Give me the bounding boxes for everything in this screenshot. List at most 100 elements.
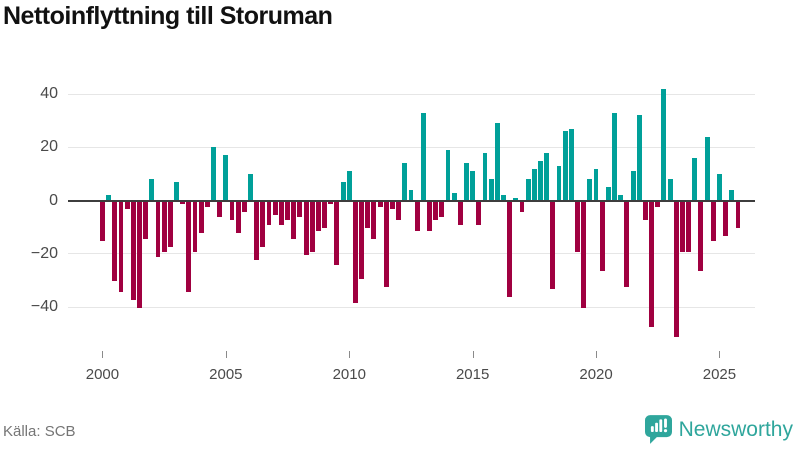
bar-2007Q1	[272, 201, 278, 215]
bar-2011Q1	[371, 201, 377, 239]
bar-2022Q1	[642, 201, 648, 221]
bar-2020Q3	[605, 187, 611, 201]
bar-2024Q1	[692, 157, 698, 201]
y-axis-tick-label: 0	[49, 191, 58, 209]
bar-2012Q1	[396, 201, 402, 221]
bar-2014Q3	[457, 201, 463, 226]
bar-2006Q4	[266, 201, 272, 226]
bar-2007Q2	[278, 201, 284, 226]
bar-2008Q1	[297, 201, 303, 218]
bar-2001Q3	[137, 201, 142, 308]
bar-2006Q3	[260, 201, 266, 247]
bar-2025Q4	[735, 201, 741, 229]
y-axis-tick-label: 20	[40, 138, 58, 156]
bar-2008Q4	[315, 201, 321, 231]
bar-2019Q2	[575, 201, 580, 253]
bar-2004Q2	[204, 201, 210, 207]
bar-2020Q4	[612, 112, 617, 201]
bar-2003Q4	[192, 201, 198, 253]
bar-2017Q1	[519, 201, 525, 213]
gridline	[68, 253, 755, 255]
bar-2010Q2	[352, 201, 358, 303]
y-axis-tick-label: 40	[40, 85, 58, 102]
x-axis-tick	[472, 351, 474, 358]
bar-2008Q3	[309, 201, 315, 253]
bar-2015Q4	[488, 179, 494, 201]
bar-2021Q3	[630, 171, 636, 201]
bar-2004Q1	[198, 201, 204, 234]
bar-2017Q4	[538, 160, 543, 201]
bar-2023Q4	[686, 201, 692, 253]
bar-2016Q2	[501, 195, 506, 201]
bar-2010Q4	[365, 201, 371, 229]
bar-2019Q4	[587, 179, 593, 201]
bar-2009Q1	[322, 201, 327, 229]
bar-2005Q3	[235, 201, 241, 234]
gridline	[68, 306, 755, 308]
bar-2017Q2	[525, 179, 531, 201]
bar-2000Q1	[100, 201, 105, 242]
y-axis-tick-label: −20	[30, 244, 58, 262]
bar-2002Q1	[149, 179, 155, 201]
bar-2003Q2	[180, 201, 186, 205]
bar-2024Q2	[698, 201, 704, 271]
bar-2013Q1	[420, 112, 426, 201]
bar-2019Q1	[568, 128, 574, 201]
bar-2000Q4	[118, 201, 124, 293]
x-axis-tick-label: 2020	[579, 366, 613, 383]
bar-2021Q1	[618, 195, 624, 201]
x-axis-tick-label: 2010	[332, 366, 366, 383]
bar-2022Q2	[649, 201, 655, 327]
brand-name: Newsworthy	[678, 417, 793, 441]
bar-2014Q4	[464, 163, 469, 201]
bar-2014Q1	[445, 149, 451, 201]
bar-2016Q3	[507, 201, 513, 298]
bar-2018Q1	[544, 152, 550, 201]
bar-2023Q3	[679, 201, 685, 253]
bar-2005Q4	[241, 201, 247, 213]
bar-2019Q3	[581, 201, 587, 308]
bar-2018Q2	[550, 201, 556, 290]
bar-2004Q3	[211, 147, 216, 201]
bar-2015Q1	[470, 171, 476, 201]
bar-2009Q4	[340, 181, 346, 201]
bar-2011Q3	[383, 201, 389, 287]
source-label: Källa: SCB	[3, 423, 76, 440]
bar-2006Q1	[248, 173, 253, 201]
zero-axis-line	[68, 199, 755, 202]
bar-2015Q2	[476, 201, 482, 226]
bar-2001Q4	[143, 201, 149, 239]
bar-2016Q4	[513, 197, 519, 201]
x-axis-tick	[719, 351, 721, 358]
bar-2003Q3	[186, 201, 192, 293]
x-axis-tick-label: 2000	[85, 366, 120, 383]
bar-2011Q2	[377, 201, 383, 207]
bar-2012Q3	[408, 189, 414, 201]
bar-2011Q4	[389, 201, 395, 210]
gridline	[68, 146, 755, 148]
bar-2012Q4	[414, 201, 420, 231]
bar-2010Q3	[359, 201, 365, 279]
bar-2024Q4	[710, 201, 716, 242]
bar-2022Q4	[661, 88, 667, 201]
bar-2013Q2	[427, 201, 432, 231]
x-axis-tick	[225, 351, 227, 358]
bar-2014Q2	[451, 192, 457, 201]
bar-2021Q2	[624, 201, 630, 287]
bar-2018Q3	[556, 165, 562, 201]
bar-2020Q1	[593, 168, 599, 201]
bar-2002Q2	[155, 201, 161, 258]
x-axis-tick-label: 2025	[702, 366, 737, 383]
bar-2025Q3	[729, 189, 735, 201]
bar-2001Q1	[124, 201, 130, 210]
bar-2000Q2	[106, 195, 112, 201]
bar-2007Q3	[285, 201, 290, 221]
bar-2012Q2	[402, 163, 408, 201]
bar-2010Q1	[346, 171, 352, 201]
bar-2013Q3	[433, 201, 439, 221]
x-axis-tick	[349, 351, 351, 358]
bar-2018Q4	[562, 131, 568, 201]
bar-2007Q4	[291, 201, 297, 239]
y-axis-tick-label: −40	[30, 298, 58, 315]
